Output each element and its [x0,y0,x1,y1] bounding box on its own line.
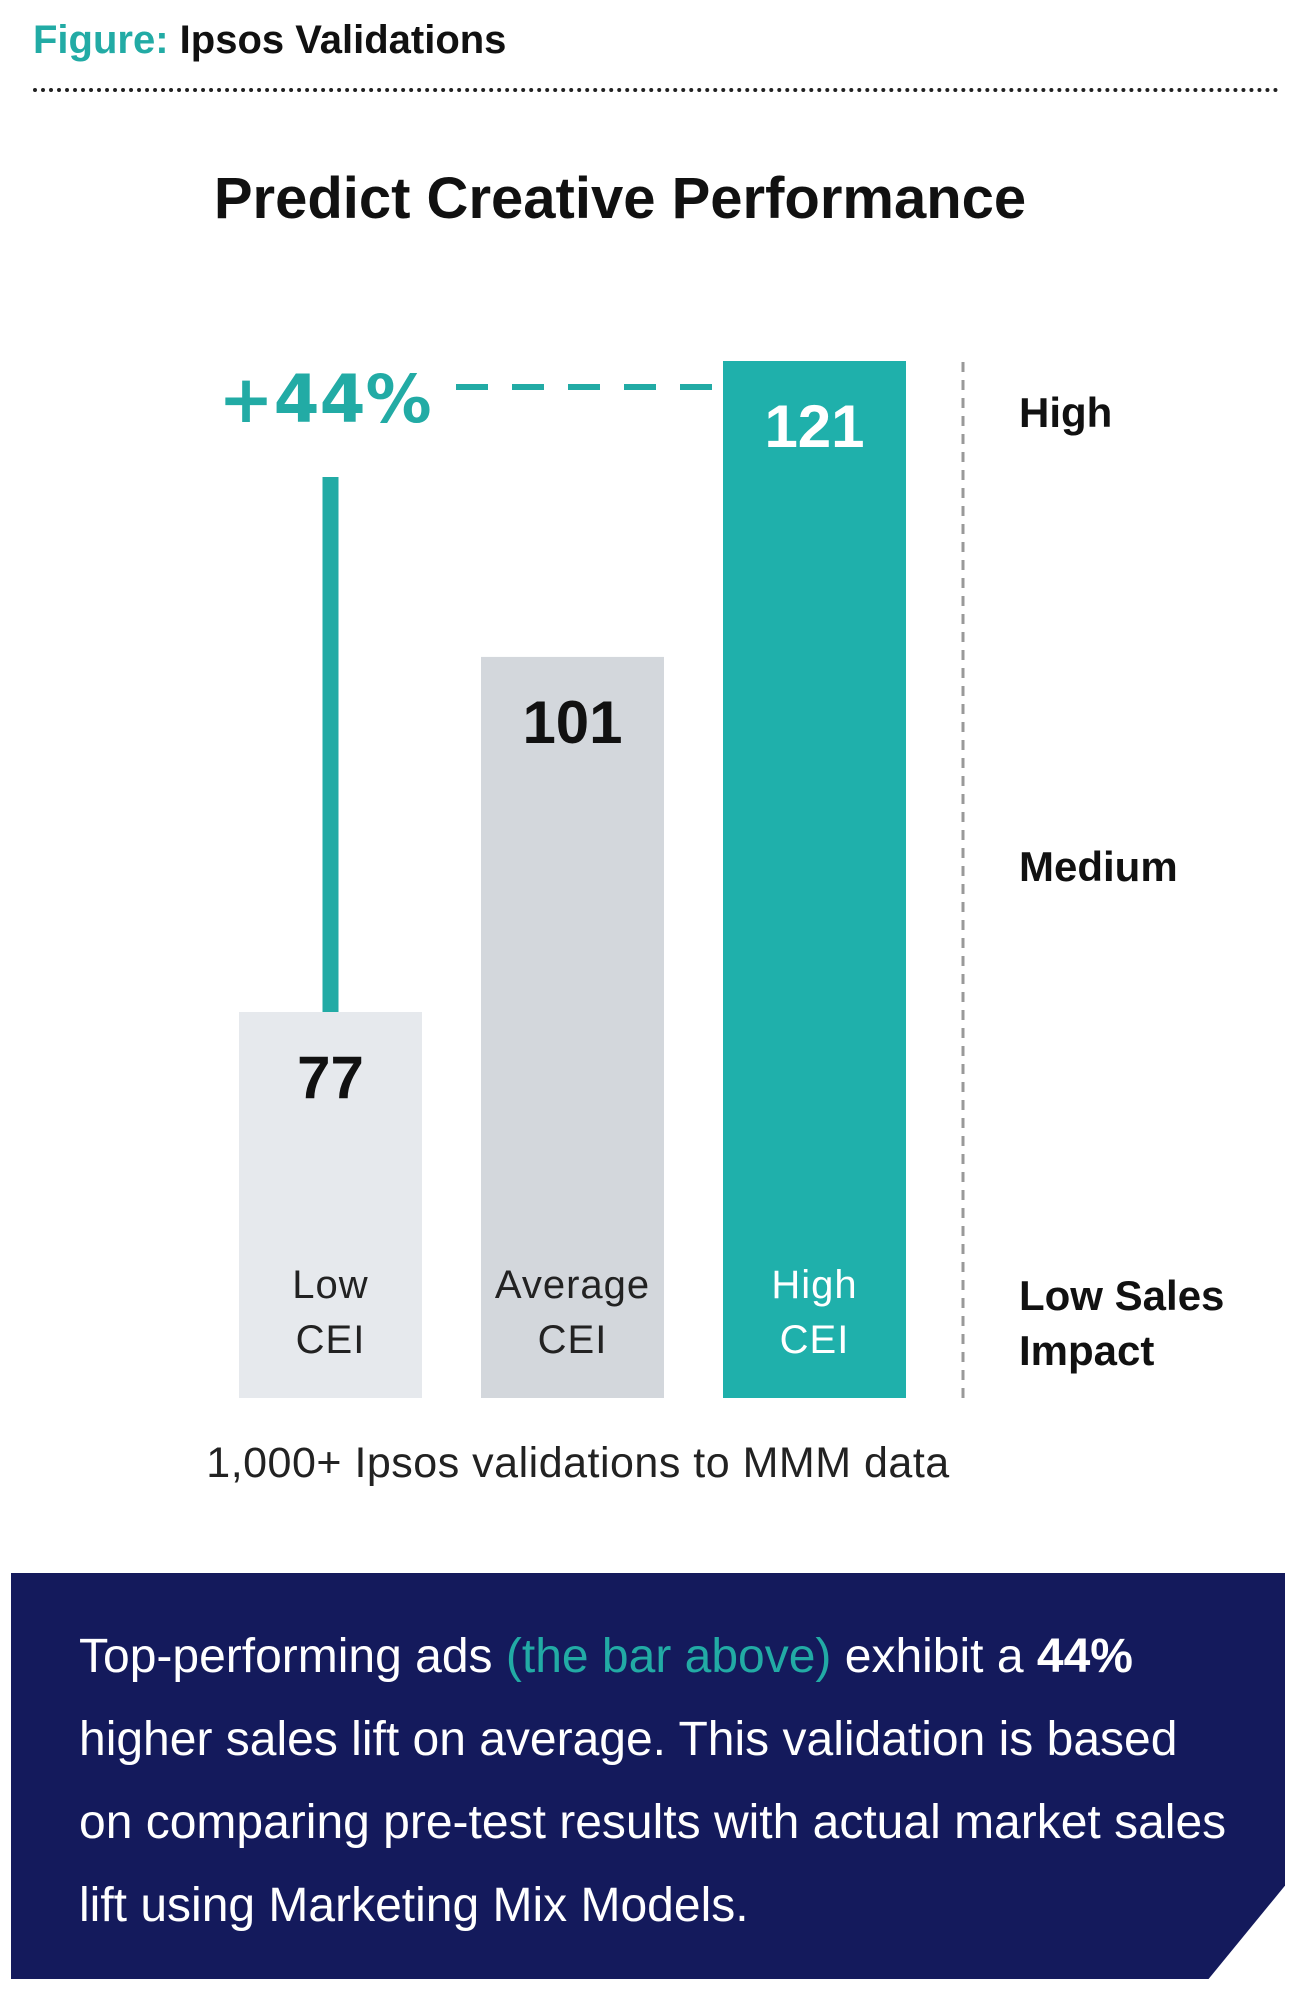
bar-category-label: CEI [780,1318,850,1362]
summary-highlight: (the bar above) [505,1630,832,1683]
bar-value-label: 77 [297,1044,364,1111]
bar-category-label: Average [495,1263,650,1307]
bar-average-cei [481,656,664,1398]
impact-level-label: Impact [1019,1327,1154,1374]
figure-header: Figure: Ipsos Validations [33,18,506,63]
summary-rest: higher sales lift on average. This valid… [79,1713,1227,1932]
bar-low-cei [239,1012,422,1398]
summary-text: Top-performing ads (the bar above) exhib… [79,1615,1229,1947]
bar-chart: Predict Creative Performance 77 Low CEI 101… [206,166,1224,1487]
summary-bold-figure: 44% [1036,1630,1133,1683]
lift-annotation: +44% [218,361,431,438]
summary-lead: Top-performing ads [79,1630,493,1683]
chart-footnote: 1,000+ Ipsos validations to MMM data [206,1439,949,1487]
impact-level-label: Medium [1019,843,1178,890]
impact-level-label: Low Sales [1019,1272,1224,1319]
chart-title: Predict Creative Performance [214,166,1026,231]
bar-high-cei [723,361,906,1398]
bar-value-label: 101 [522,689,622,756]
bar-category-label: CEI [296,1318,366,1362]
lift-line [322,477,339,1012]
summary-box: Top-performing ads (the bar above) exhib… [11,1573,1285,1979]
bar-value-label: 121 [764,393,864,460]
dotted-divider [33,88,1279,92]
bar-category-label: Low [292,1263,368,1307]
bar-category-label: High [771,1263,857,1307]
impact-level-label: High [1019,389,1112,436]
figure-label: Figure: [33,18,169,62]
bar-category-label: CEI [538,1318,608,1362]
summary-mid: exhibit a [844,1630,1024,1683]
figure-name: Ipsos Validations [179,18,507,62]
